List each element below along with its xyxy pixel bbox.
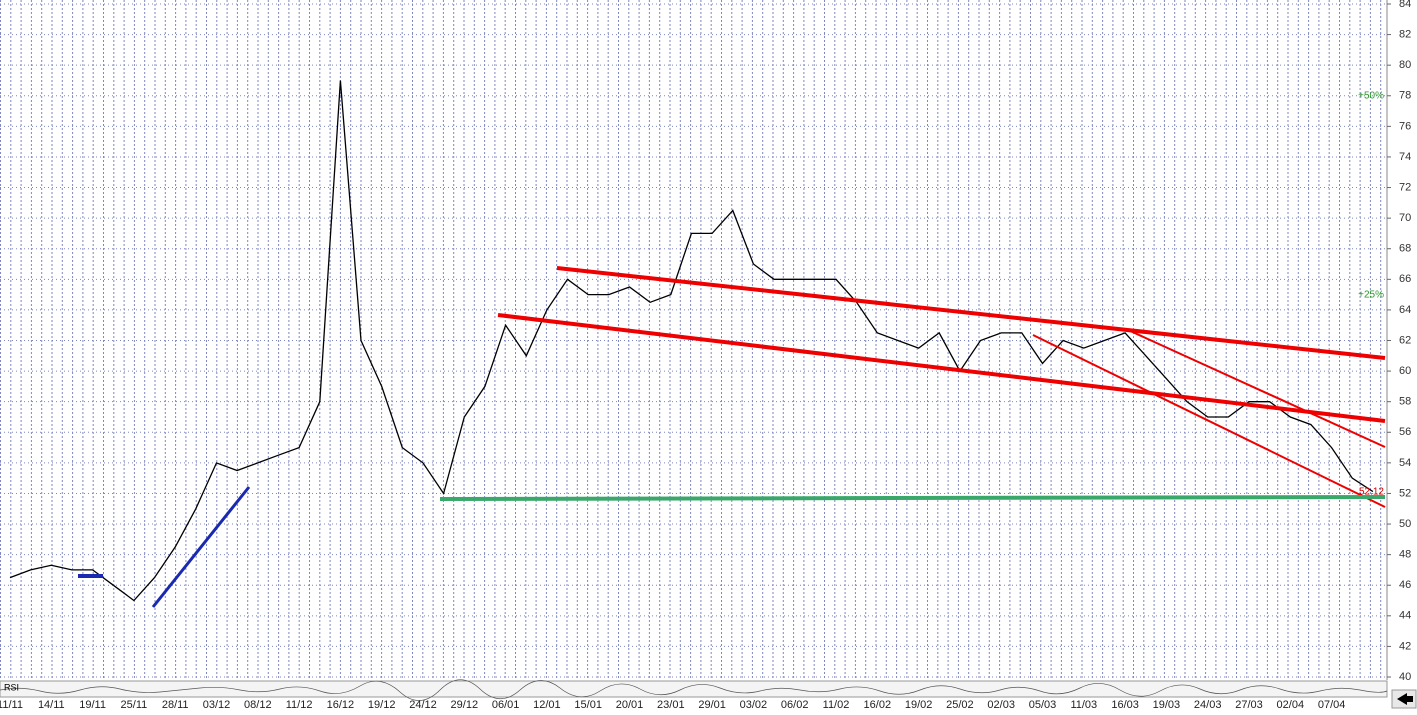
x-tick-label: 28/11 [162,699,189,711]
x-tick-label: 11/03 [1070,699,1097,711]
trendlines [78,266,1386,608]
x-tick-label: 02/04 [1277,699,1305,711]
x-tick-label: 19/12 [368,699,396,711]
x-tick-label: 25/11 [121,699,148,711]
x-tick-label: 11/12 [286,699,313,711]
x-tick-label: 11/11 [0,699,23,711]
y-tick-label: 62 [1399,334,1411,346]
trendline [151,486,251,608]
y-tick-label: 68 [1399,243,1411,255]
y-tick-label: 66 [1399,273,1411,285]
x-tick-label: 16/03 [1111,699,1139,711]
x-tick-label: 19/03 [1153,699,1181,711]
annotation: +50% [1358,90,1384,101]
x-tick-label: 24/12 [409,699,437,711]
x-tick-label: 29/12 [451,699,479,711]
y-tick-label: 74 [1399,151,1411,163]
y-tick-label: 84 [1399,0,1411,10]
x-tick-label: 02/03 [987,699,1015,711]
x-tick-label: 14/11 [38,699,65,711]
x-tick-label: 12/01 [533,699,561,711]
x-tick-label: 19/02 [905,699,933,711]
x-tick-label: 23/01 [657,699,685,711]
x-tick-label: 24/03 [1194,699,1222,711]
y-tick-label: 78 [1399,90,1411,102]
annotation: +25% [1358,289,1384,300]
trendline [1032,334,1386,508]
trendline [497,313,1386,423]
indicator-label: RSI [4,682,19,692]
x-tick-label: 07/04 [1318,699,1346,711]
x-tick-label: 25/02 [946,699,974,711]
arrow-icon [1397,693,1413,705]
indicator-panel [0,680,1388,698]
x-tick-label: 29/01 [698,699,726,711]
x-tick-label: 16/02 [864,699,892,711]
y-tick-label: 70 [1399,212,1411,224]
y-tick-label: 54 [1399,457,1411,469]
y-tick-label: 40 [1399,671,1411,683]
y-tick-label: 76 [1399,120,1411,132]
y-tick-label: 48 [1399,549,1411,561]
y-tick-label: 42 [1399,640,1411,652]
y-tick-label: 72 [1399,181,1411,193]
x-tick-label: 16/12 [327,699,355,711]
y-tick-label: 52 [1399,487,1411,499]
y-tick-label: 64 [1399,304,1411,316]
trendline [556,266,1386,360]
y-tick-label: 44 [1399,610,1411,622]
y-tick-label: 82 [1399,28,1411,40]
x-tick-label: 20/01 [616,699,644,711]
x-tick-label: 19/11 [79,699,106,711]
price-line [9,80,1374,602]
y-tick-label: 58 [1399,396,1411,408]
y-tick-label: 56 [1399,426,1411,438]
x-tick-label: 27/03 [1235,699,1263,711]
annotation: 52.12 [1359,486,1384,497]
x-tick-label: 06/02 [781,699,809,711]
y-tick-label: 46 [1399,579,1411,591]
x-tick-label: 11/02 [823,699,850,711]
trendline [1127,329,1386,448]
y-tick-label: 50 [1399,518,1411,530]
x-tick-label: 08/12 [244,699,272,711]
x-tick-label: 06/01 [492,699,520,711]
y-tick-label: 60 [1399,365,1411,377]
x-tick-label: 03/12 [203,699,231,711]
x-tick-label: 15/01 [574,699,602,711]
y-tick-label: 80 [1399,59,1411,71]
indicator-line [0,679,1388,701]
x-tick-label: 05/03 [1029,699,1057,711]
x-tick-label: 03/02 [740,699,768,711]
support-line [439,495,1386,501]
